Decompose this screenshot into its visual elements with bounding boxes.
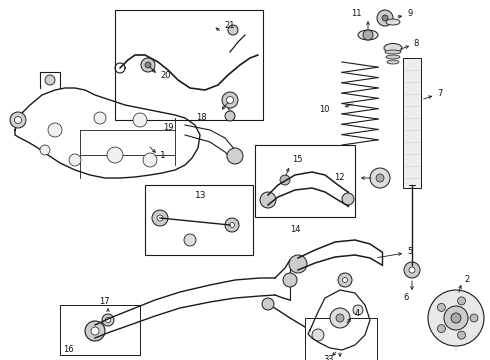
Text: 2: 2 (464, 275, 469, 284)
Circle shape (69, 154, 81, 166)
Circle shape (85, 321, 105, 341)
Circle shape (228, 25, 238, 35)
Circle shape (382, 15, 388, 21)
Circle shape (289, 255, 307, 273)
Circle shape (222, 92, 238, 108)
Circle shape (157, 215, 163, 221)
Bar (305, 318, 377, 360)
Circle shape (225, 111, 235, 121)
Text: 11: 11 (351, 9, 362, 18)
Text: 13: 13 (195, 190, 206, 199)
Text: 18: 18 (196, 112, 207, 122)
Bar (403, 58, 421, 188)
Circle shape (102, 314, 114, 326)
Circle shape (107, 147, 123, 163)
Ellipse shape (358, 30, 378, 40)
Text: 6: 6 (403, 293, 409, 302)
Bar (115, 10, 263, 120)
Circle shape (280, 175, 290, 185)
Circle shape (338, 273, 352, 287)
Circle shape (152, 210, 168, 226)
Ellipse shape (384, 44, 402, 53)
Text: 15: 15 (292, 156, 302, 165)
Circle shape (48, 123, 62, 137)
Circle shape (377, 10, 393, 26)
Circle shape (184, 234, 196, 246)
Circle shape (141, 58, 155, 72)
Circle shape (444, 306, 468, 330)
Text: 1: 1 (160, 152, 166, 161)
Text: 3: 3 (328, 356, 333, 360)
Circle shape (283, 273, 297, 287)
Text: 10: 10 (319, 104, 330, 113)
Circle shape (225, 218, 239, 232)
Circle shape (470, 314, 478, 322)
Circle shape (353, 305, 363, 315)
Ellipse shape (387, 60, 399, 64)
Circle shape (376, 174, 384, 182)
Circle shape (91, 327, 99, 335)
Text: 4: 4 (355, 309, 360, 318)
Circle shape (409, 267, 415, 273)
Circle shape (260, 192, 276, 208)
Bar (60, 305, 140, 355)
Ellipse shape (386, 55, 400, 59)
Text: 9: 9 (407, 9, 412, 18)
Circle shape (229, 222, 235, 228)
Text: 5: 5 (407, 248, 412, 256)
Circle shape (336, 314, 344, 322)
Circle shape (15, 117, 22, 123)
Circle shape (133, 113, 147, 127)
Text: 12: 12 (335, 174, 345, 183)
Circle shape (438, 325, 445, 333)
Circle shape (105, 318, 111, 323)
Circle shape (363, 30, 373, 40)
Circle shape (262, 298, 274, 310)
Circle shape (45, 75, 55, 85)
Circle shape (94, 112, 106, 124)
Circle shape (438, 303, 445, 311)
Circle shape (428, 290, 484, 346)
Circle shape (227, 148, 243, 164)
Circle shape (451, 313, 461, 323)
Circle shape (330, 308, 350, 328)
Circle shape (458, 331, 466, 339)
Circle shape (404, 262, 420, 278)
Circle shape (40, 145, 50, 155)
Text: 14: 14 (290, 225, 300, 234)
Text: 3: 3 (323, 356, 329, 360)
Ellipse shape (385, 50, 401, 54)
Circle shape (343, 278, 347, 283)
Text: 20: 20 (160, 72, 171, 81)
Circle shape (143, 153, 157, 167)
Circle shape (458, 297, 466, 305)
Circle shape (312, 329, 324, 341)
Circle shape (342, 193, 354, 205)
Circle shape (370, 168, 390, 188)
Bar (145, 185, 253, 255)
Text: 16: 16 (63, 346, 74, 355)
Text: 19: 19 (163, 123, 173, 132)
Text: 7: 7 (437, 90, 442, 99)
Bar (255, 145, 355, 217)
Circle shape (10, 112, 26, 128)
Text: 17: 17 (98, 297, 109, 306)
Circle shape (145, 62, 151, 68)
Text: 8: 8 (413, 40, 418, 49)
Circle shape (226, 96, 234, 104)
Text: 21: 21 (224, 22, 235, 31)
Ellipse shape (386, 19, 400, 25)
